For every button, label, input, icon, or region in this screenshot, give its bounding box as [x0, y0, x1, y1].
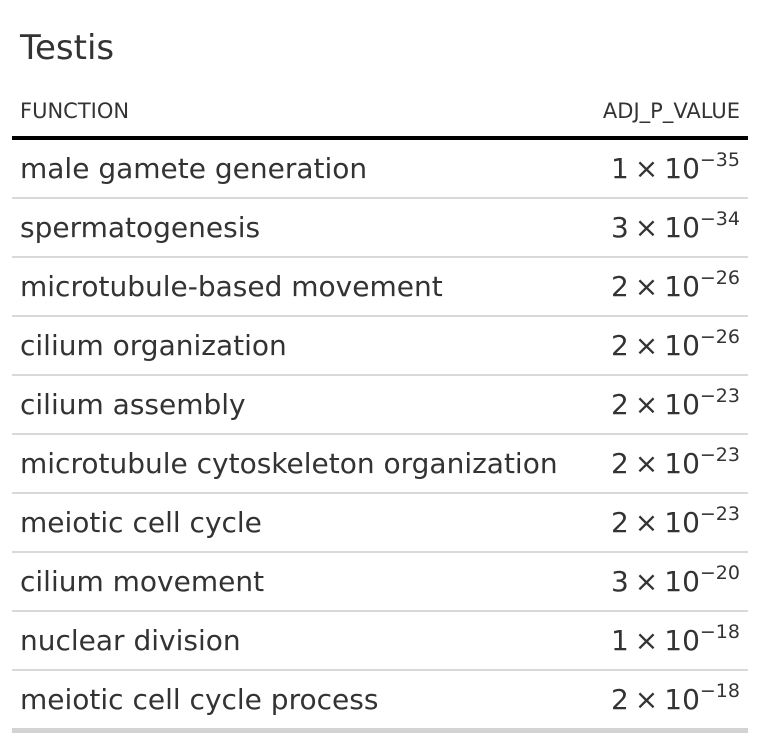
- function-cell: microtubule cytoskeleton organization: [12, 434, 572, 494]
- function-cell: microtubule-based movement: [12, 257, 572, 317]
- p-value-mantissa: 3: [610, 565, 629, 598]
- p-value-exponent: −23: [699, 385, 740, 407]
- p-value-mantissa: 2: [610, 329, 629, 362]
- table-row: cilium assembly 2 × 10−23: [12, 375, 748, 435]
- times-symbol: ×: [634, 211, 659, 244]
- p-value-cell: 1 × 10−35: [572, 138, 748, 199]
- p-value-base: 10: [664, 388, 700, 421]
- p-value-cell: 2 × 10−23: [572, 375, 748, 435]
- p-value-base: 10: [664, 447, 700, 480]
- p-value-mantissa: 2: [610, 506, 629, 539]
- function-cell: meiotic cell cycle process: [12, 670, 572, 733]
- table-row: spermatogenesis 3 × 10−34: [12, 198, 748, 258]
- table-row: meiotic cell cycle 2 × 10−23: [12, 493, 748, 553]
- p-value-base: 10: [664, 683, 700, 716]
- function-cell: cilium organization: [12, 316, 572, 376]
- page-title: Testis: [20, 28, 115, 68]
- p-value-base: 10: [664, 506, 700, 539]
- function-cell: cilium movement: [12, 552, 572, 612]
- p-value-mantissa: 2: [610, 388, 629, 421]
- p-value-cell: 2 × 10−26: [572, 316, 748, 376]
- p-value-mantissa: 1: [610, 152, 629, 185]
- p-value-exponent: −23: [699, 503, 740, 525]
- p-value-exponent: −26: [699, 326, 740, 348]
- table-row: meiotic cell cycle process 2 × 10−18: [12, 670, 748, 733]
- times-symbol: ×: [634, 506, 659, 539]
- p-value-exponent: −20: [699, 562, 740, 584]
- p-value-exponent: −23: [699, 444, 740, 466]
- p-value-cell: 2 × 10−18: [572, 670, 748, 733]
- p-value-base: 10: [664, 565, 700, 598]
- function-cell: cilium assembly: [12, 375, 572, 435]
- p-value-exponent: −26: [699, 267, 740, 289]
- table-row: cilium organization 2 × 10−26: [12, 316, 748, 376]
- p-value-exponent: −18: [699, 621, 740, 643]
- p-value-base: 10: [664, 211, 700, 244]
- function-cell: meiotic cell cycle: [12, 493, 572, 553]
- times-symbol: ×: [634, 388, 659, 421]
- p-value-base: 10: [664, 624, 700, 657]
- p-value-cell: 2 × 10−23: [572, 434, 748, 494]
- times-symbol: ×: [634, 624, 659, 657]
- table-row: male gamete generation 1 × 10−35: [12, 138, 748, 199]
- times-symbol: ×: [634, 683, 659, 716]
- table-row: microtubule cytoskeleton organization 2 ×…: [12, 434, 748, 494]
- p-value-base: 10: [664, 270, 700, 303]
- p-value-mantissa: 3: [610, 211, 629, 244]
- p-value-exponent: −18: [699, 680, 740, 702]
- p-value-cell: 3 × 10−34: [572, 198, 748, 258]
- p-value-mantissa: 2: [610, 683, 629, 716]
- times-symbol: ×: [634, 152, 659, 185]
- table-row: cilium movement 3 × 10−20: [12, 552, 748, 612]
- table-row: nuclear division 1 × 10−18: [12, 611, 748, 671]
- p-value-exponent: −34: [699, 208, 740, 230]
- times-symbol: ×: [634, 329, 659, 362]
- table-row: microtubule-based movement 2 × 10−26: [12, 257, 748, 317]
- p-value-mantissa: 1: [610, 624, 629, 657]
- column-header-function: FUNCTION: [12, 86, 572, 140]
- column-header-adj-p-value: ADJ_P_VALUE: [572, 86, 748, 140]
- p-value-exponent: −35: [699, 149, 740, 171]
- p-value-base: 10: [664, 329, 700, 362]
- p-value-cell: 3 × 10−20: [572, 552, 748, 612]
- p-value-base: 10: [664, 152, 700, 185]
- times-symbol: ×: [634, 270, 659, 303]
- p-value-cell: 2 × 10−23: [572, 493, 748, 553]
- function-cell: nuclear division: [12, 611, 572, 671]
- p-value-mantissa: 2: [610, 270, 629, 303]
- times-symbol: ×: [634, 565, 659, 598]
- function-cell: spermatogenesis: [12, 198, 572, 258]
- results-table: FUNCTION ADJ_P_VALUE male gamete generat…: [12, 86, 748, 733]
- p-value-mantissa: 2: [610, 447, 629, 480]
- function-cell: male gamete generation: [12, 138, 572, 199]
- table-header-row: FUNCTION ADJ_P_VALUE: [12, 86, 748, 140]
- p-value-cell: 1 × 10−18: [572, 611, 748, 671]
- p-value-cell: 2 × 10−26: [572, 257, 748, 317]
- times-symbol: ×: [634, 447, 659, 480]
